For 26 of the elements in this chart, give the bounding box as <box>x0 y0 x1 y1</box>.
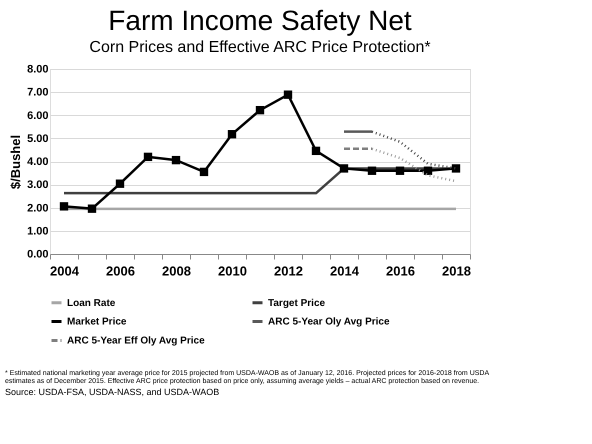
legend-label: Market Price <box>67 316 127 328</box>
y-tick-label: 6.00 <box>27 110 48 122</box>
x-tick-label: 2010 <box>218 264 247 278</box>
x-tick-label: 2004 <box>50 264 80 278</box>
y-tick-label: 1.00 <box>27 225 48 238</box>
y-axis-title: $/Bushel <box>8 134 24 190</box>
y-tick-label: 0.00 <box>27 248 48 260</box>
y-tick-label: 8.00 <box>27 64 48 76</box>
x-tick-label: 2018 <box>442 264 471 278</box>
legend-label: ARC 5-Year Eff Oly Avg Price <box>67 336 206 346</box>
y-tick-label: 4.00 <box>27 156 48 168</box>
x-tick-label: 2014 <box>330 264 360 278</box>
legend-label: Target Price <box>268 298 326 309</box>
y-tick-label: 3.00 <box>27 179 48 192</box>
x-tick-label: 2006 <box>106 264 135 278</box>
chart-subtitle: Corn Prices and Effective ARC Price Protection* <box>89 39 431 56</box>
y-tick-label: 5.00 <box>27 132 48 145</box>
legend-label: Loan Rate <box>67 298 116 309</box>
y-tick-label: 2.00 <box>27 202 48 214</box>
y-tick-label: 7.00 <box>27 86 48 99</box>
chart-title: Farm Income Safety Net <box>108 5 412 36</box>
x-tick-label: 2008 <box>162 264 191 278</box>
x-tick-label: 2012 <box>274 264 303 278</box>
legend-label: ARC 5-Year Oly Avg Price <box>268 316 390 328</box>
source-note: Source: USDA-FSA, USDA-NASS, and USDA-WAOB <box>5 387 220 397</box>
x-tick-label: 2016 <box>386 264 415 278</box>
